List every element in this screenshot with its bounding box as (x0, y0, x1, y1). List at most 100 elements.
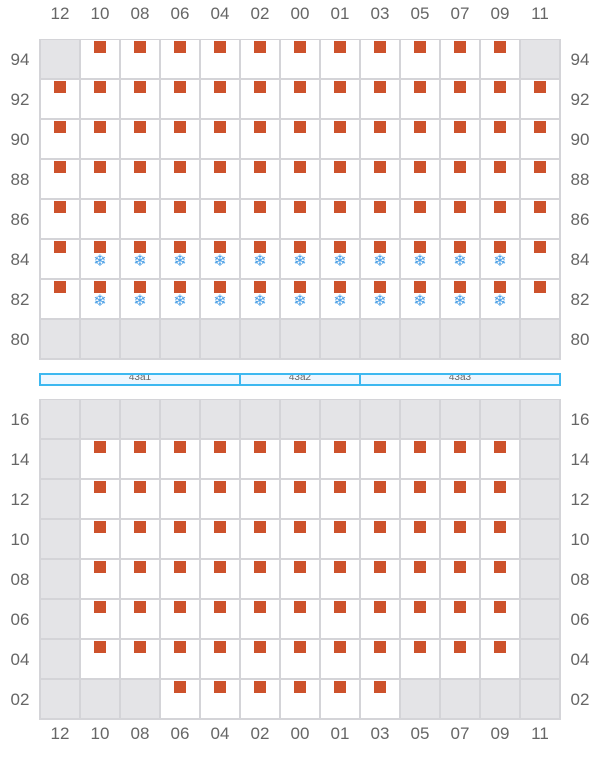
seat-cell[interactable] (321, 40, 359, 78)
seat-cell[interactable] (121, 600, 159, 638)
seat-cell[interactable] (281, 200, 319, 238)
seat-cell[interactable] (81, 160, 119, 198)
seat-cell[interactable] (241, 480, 279, 518)
seat-cell[interactable] (241, 520, 279, 558)
seat-cell[interactable] (481, 560, 519, 598)
seat-cell[interactable] (41, 240, 79, 278)
seat-cell[interactable] (361, 680, 399, 718)
seat-cell[interactable] (41, 280, 79, 318)
seat-cell[interactable] (401, 640, 439, 678)
seat-cell[interactable] (441, 40, 479, 78)
seat-cell[interactable] (241, 680, 279, 718)
seat-cell[interactable] (201, 600, 239, 638)
seat-cell[interactable]: ❄ (161, 280, 199, 318)
seat-cell[interactable] (161, 600, 199, 638)
seat-cell[interactable]: ❄ (201, 280, 239, 318)
seat-cell[interactable]: ❄ (161, 240, 199, 278)
seat-cell[interactable] (41, 120, 79, 158)
seat-cell[interactable] (241, 560, 279, 598)
seat-cell[interactable] (361, 560, 399, 598)
seat-cell[interactable] (281, 520, 319, 558)
seat-cell[interactable] (201, 480, 239, 518)
seat-cell[interactable] (201, 40, 239, 78)
section-43a2[interactable]: 43a2 (239, 373, 361, 386)
seat-cell[interactable] (441, 560, 479, 598)
seat-cell[interactable] (241, 160, 279, 198)
seat-cell[interactable] (401, 160, 439, 198)
seat-cell[interactable] (201, 120, 239, 158)
seat-cell[interactable] (161, 440, 199, 478)
seat-cell[interactable] (161, 80, 199, 118)
seat-cell[interactable] (361, 80, 399, 118)
seat-cell[interactable] (441, 520, 479, 558)
seat-cell[interactable]: ❄ (121, 240, 159, 278)
seat-cell[interactable]: ❄ (241, 240, 279, 278)
seat-cell[interactable] (281, 120, 319, 158)
seat-cell[interactable] (441, 160, 479, 198)
seat-cell[interactable] (161, 120, 199, 158)
seat-cell[interactable] (201, 680, 239, 718)
seat-cell[interactable] (121, 200, 159, 238)
seat-cell[interactable] (201, 560, 239, 598)
seat-cell[interactable] (161, 520, 199, 558)
seat-cell[interactable] (401, 600, 439, 638)
seat-cell[interactable] (481, 80, 519, 118)
seat-cell[interactable] (521, 160, 559, 198)
seat-cell[interactable] (81, 440, 119, 478)
seat-cell[interactable] (321, 80, 359, 118)
seat-cell[interactable] (481, 440, 519, 478)
seat-cell[interactable] (441, 600, 479, 638)
seat-cell[interactable] (441, 440, 479, 478)
seat-cell[interactable] (121, 480, 159, 518)
seat-cell[interactable] (161, 560, 199, 598)
seat-cell[interactable] (441, 480, 479, 518)
seat-cell[interactable] (321, 680, 359, 718)
seat-cell[interactable] (321, 120, 359, 158)
section-43a1[interactable]: 43a1 (39, 373, 241, 386)
seat-cell[interactable] (321, 160, 359, 198)
seat-cell[interactable] (401, 120, 439, 158)
seat-cell[interactable] (281, 40, 319, 78)
seat-cell[interactable] (401, 40, 439, 78)
seat-cell[interactable] (401, 200, 439, 238)
seat-cell[interactable]: ❄ (81, 280, 119, 318)
seat-cell[interactable] (321, 600, 359, 638)
seat-cell[interactable] (161, 40, 199, 78)
seat-cell[interactable] (401, 560, 439, 598)
seat-cell[interactable] (81, 120, 119, 158)
seat-cell[interactable] (361, 120, 399, 158)
seat-cell[interactable]: ❄ (401, 240, 439, 278)
seat-cell[interactable] (321, 520, 359, 558)
seat-cell[interactable] (441, 640, 479, 678)
seat-cell[interactable]: ❄ (241, 280, 279, 318)
seat-cell[interactable] (81, 520, 119, 558)
seat-cell[interactable]: ❄ (401, 280, 439, 318)
section-43a3[interactable]: 43a3 (359, 373, 561, 386)
seat-cell[interactable] (321, 560, 359, 598)
seat-cell[interactable] (161, 680, 199, 718)
seat-cell[interactable]: ❄ (201, 240, 239, 278)
seat-cell[interactable] (481, 120, 519, 158)
seat-cell[interactable] (201, 640, 239, 678)
seat-cell[interactable] (121, 640, 159, 678)
seat-cell[interactable] (241, 200, 279, 238)
seat-cell[interactable] (521, 200, 559, 238)
seat-cell[interactable] (41, 200, 79, 238)
seat-cell[interactable] (161, 480, 199, 518)
seat-cell[interactable] (521, 280, 559, 318)
seat-cell[interactable] (81, 560, 119, 598)
seat-cell[interactable]: ❄ (281, 240, 319, 278)
seat-cell[interactable] (161, 640, 199, 678)
seat-cell[interactable] (81, 40, 119, 78)
seat-cell[interactable] (361, 640, 399, 678)
seat-cell[interactable] (281, 640, 319, 678)
seat-cell[interactable] (41, 80, 79, 118)
seat-cell[interactable]: ❄ (481, 280, 519, 318)
seat-cell[interactable] (321, 640, 359, 678)
seat-cell[interactable] (281, 560, 319, 598)
seat-cell[interactable]: ❄ (361, 280, 399, 318)
seat-cell[interactable] (481, 200, 519, 238)
seat-cell[interactable] (121, 520, 159, 558)
seat-cell[interactable] (401, 480, 439, 518)
seat-cell[interactable] (361, 160, 399, 198)
